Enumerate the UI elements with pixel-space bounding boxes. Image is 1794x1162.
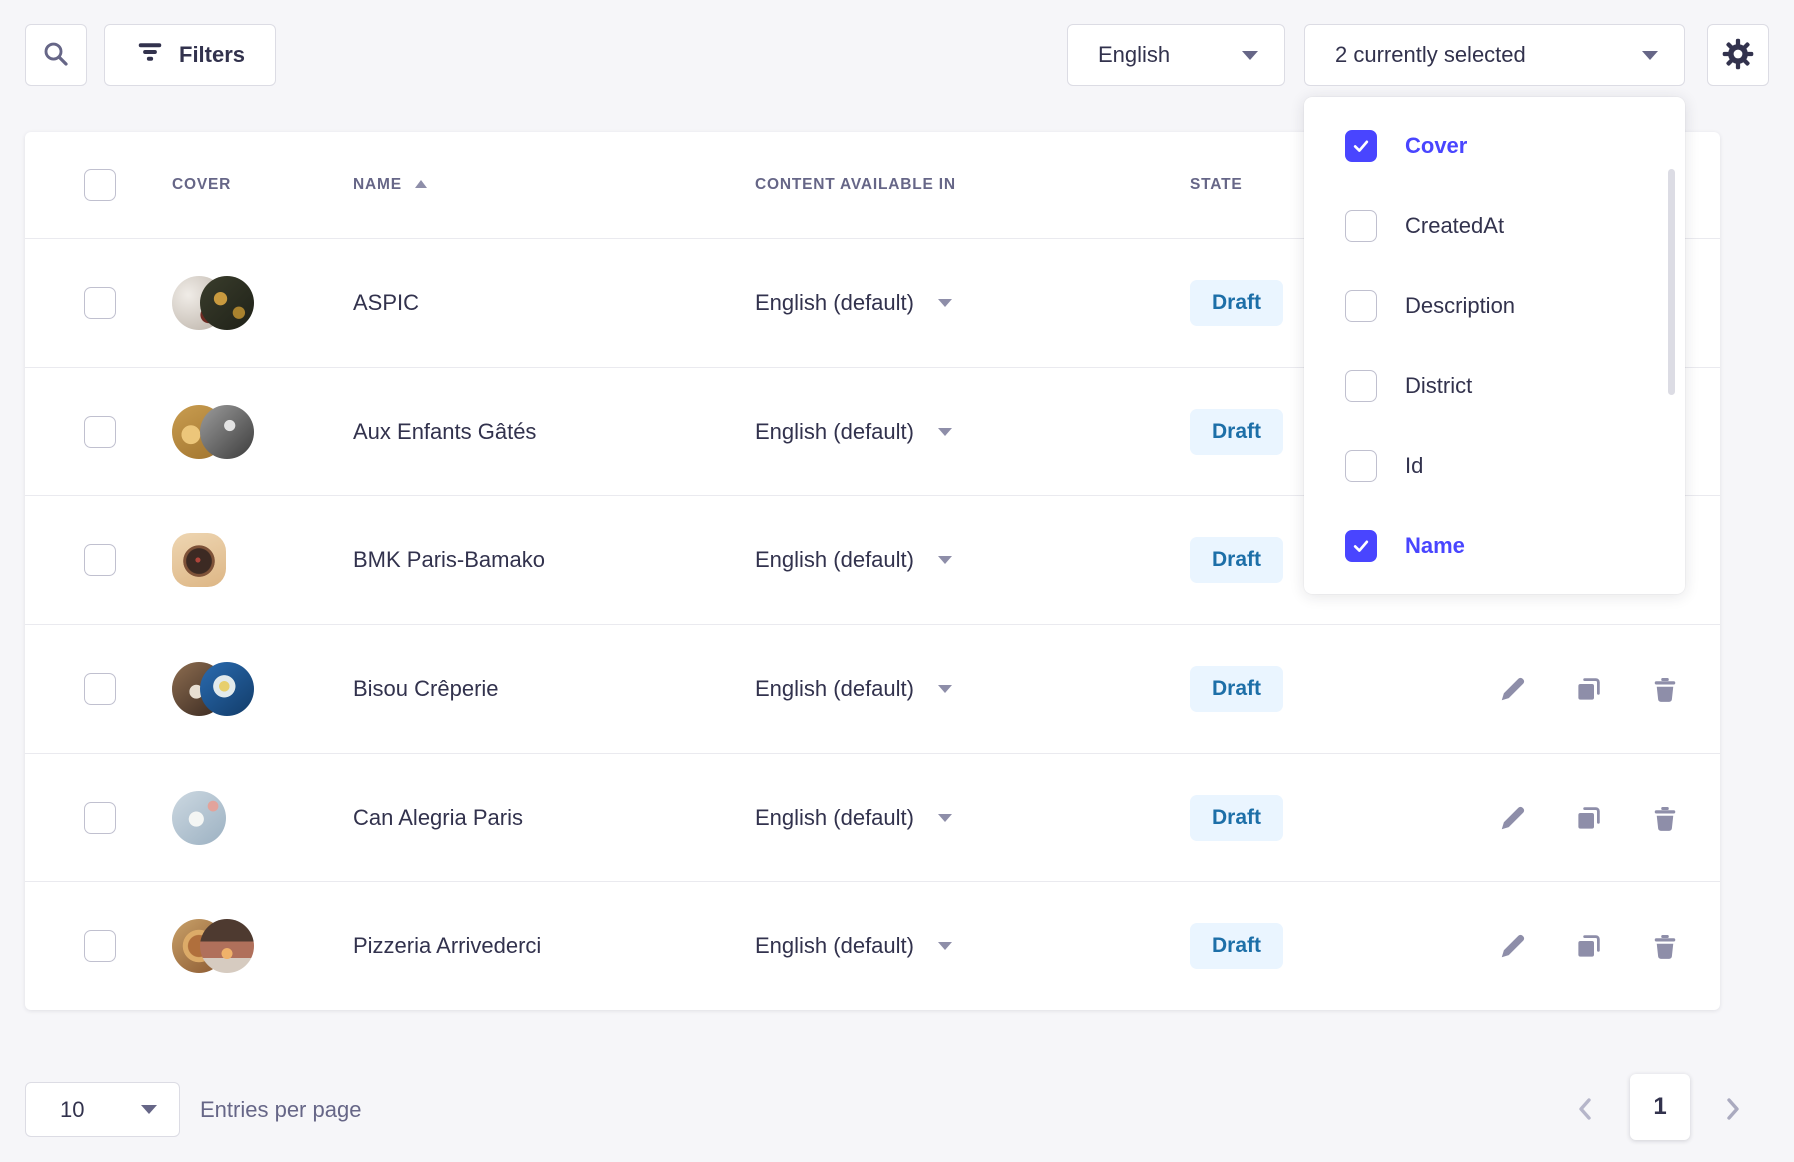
row-locale-select[interactable]: English (default) <box>755 419 952 445</box>
locale-select-value: English <box>1098 42 1171 67</box>
chevron-down-icon <box>937 556 952 565</box>
page-size-value: 10 <box>60 1096 85 1122</box>
entry-name: Can Alegria Paris <box>353 804 523 830</box>
column-header-content-available-in: CONTENT AVAILABLE IN <box>755 176 956 193</box>
chevron-down-icon <box>937 684 952 693</box>
entry-name: BMK Paris-Bamako <box>353 547 545 573</box>
filter-icon <box>135 37 165 73</box>
table-row: Bisou Crêperie English (default) Draft <box>25 625 1720 754</box>
chevron-left-icon <box>1574 1094 1596 1127</box>
row-checkbox[interactable] <box>84 286 116 319</box>
table-row: ASPIC English (default) Draft <box>25 239 1720 368</box>
dropdown-scrollbar[interactable] <box>1668 169 1675 395</box>
dropdown-option-cover[interactable]: Cover <box>1304 106 1685 186</box>
row-checkbox[interactable] <box>84 544 116 577</box>
dropdown-option-id[interactable]: Id <box>1304 426 1685 506</box>
filters-button[interactable]: Filters <box>104 24 277 86</box>
cover-avatar <box>172 919 254 974</box>
column-header-cover: COVER <box>172 176 232 193</box>
row-locale-select[interactable]: English (default) <box>755 933 952 959</box>
chevron-down-icon <box>937 813 952 822</box>
status-badge: Draft <box>1190 665 1284 712</box>
status-badge: Draft <box>1190 408 1284 455</box>
chevron-right-icon <box>1722 1094 1744 1127</box>
delete-button[interactable] <box>1639 792 1691 844</box>
table-row: Pizzeria Arrivederci English (default) D… <box>25 882 1720 1010</box>
cover-avatar <box>172 661 254 716</box>
checkbox[interactable] <box>1345 450 1377 482</box>
previous-page-button[interactable] <box>1560 1078 1610 1142</box>
dropdown-option-createdat[interactable]: CreatedAt <box>1304 186 1685 266</box>
entries-per-page-label: Entries per page <box>200 1096 362 1122</box>
duplicate-button[interactable] <box>1563 792 1615 844</box>
filters-label: Filters <box>179 42 246 67</box>
table-row: BMK Paris-Bamako English (default) Draft <box>25 496 1720 626</box>
row-locale-select[interactable]: English (default) <box>755 676 952 702</box>
search-icon <box>41 39 71 72</box>
table-header-row: COVER NAME CONTENT AVAILABLE IN STATE <box>25 132 1720 239</box>
column-header-state: STATE <box>1190 176 1243 193</box>
status-badge: Draft <box>1190 794 1284 841</box>
settings-button[interactable] <box>1707 24 1769 86</box>
entry-name: ASPIC <box>353 289 420 315</box>
row-locale-select[interactable]: English (default) <box>755 805 952 831</box>
cover-avatar <box>172 275 254 330</box>
edit-button[interactable] <box>1487 663 1539 715</box>
chevron-down-icon <box>141 1105 157 1114</box>
delete-button[interactable] <box>1639 920 1691 972</box>
duplicate-button[interactable] <box>1563 663 1615 715</box>
row-actions <box>1487 792 1691 844</box>
field-visibility-dropdown: Cover CreatedAt Description District Id … <box>1304 97 1685 594</box>
chevron-down-icon <box>937 298 952 307</box>
chevron-down-icon <box>937 942 952 951</box>
row-checkbox[interactable] <box>84 415 116 448</box>
row-checkbox[interactable] <box>84 801 116 834</box>
chevron-down-icon <box>937 427 952 436</box>
cover-avatar <box>172 404 254 459</box>
select-all-checkbox[interactable] <box>84 169 116 201</box>
sort-ascending-icon <box>414 176 428 194</box>
row-locale-select[interactable]: English (default) <box>755 290 952 316</box>
edit-button[interactable] <box>1487 792 1539 844</box>
table-row: Can Alegria Paris English (default) Draf… <box>25 754 1720 883</box>
field-visibility-value: 2 currently selected <box>1335 42 1526 67</box>
dropdown-option-description[interactable]: Description <box>1304 266 1685 346</box>
next-page-button[interactable] <box>1708 1078 1758 1142</box>
status-badge: Draft <box>1190 923 1284 970</box>
entry-name: Aux Enfants Gâtés <box>353 418 537 444</box>
field-visibility-select[interactable]: 2 currently selected <box>1304 24 1685 86</box>
checkbox[interactable] <box>1345 530 1377 562</box>
gear-icon <box>1721 37 1755 74</box>
checkbox[interactable] <box>1345 370 1377 402</box>
row-actions <box>1487 663 1691 715</box>
row-checkbox[interactable] <box>84 672 116 705</box>
delete-button[interactable] <box>1639 663 1691 715</box>
search-button[interactable] <box>25 24 87 86</box>
edit-button[interactable] <box>1487 920 1539 972</box>
checkbox[interactable] <box>1345 290 1377 322</box>
dropdown-option-district[interactable]: District <box>1304 346 1685 426</box>
checkbox[interactable] <box>1345 130 1377 162</box>
chevron-down-icon <box>1642 50 1658 60</box>
entry-name: Bisou Crêperie <box>353 675 499 701</box>
row-locale-select[interactable]: English (default) <box>755 547 952 573</box>
status-badge: Draft <box>1190 537 1284 584</box>
checkbox[interactable] <box>1345 210 1377 242</box>
row-checkbox[interactable] <box>84 930 116 963</box>
cover-avatar <box>172 790 226 845</box>
entry-name: Pizzeria Arrivederci <box>353 933 542 959</box>
duplicate-button[interactable] <box>1563 920 1615 972</box>
page-number-button[interactable]: 1 <box>1630 1074 1690 1140</box>
cover-avatar <box>172 533 226 588</box>
status-badge: Draft <box>1190 279 1284 326</box>
page-size-select[interactable]: 10 <box>25 1082 180 1137</box>
locale-select[interactable]: English <box>1067 24 1285 86</box>
row-actions <box>1487 920 1691 972</box>
chevron-down-icon <box>1242 50 1258 60</box>
dropdown-option-name[interactable]: Name <box>1304 506 1685 586</box>
column-header-name[interactable]: NAME <box>353 132 428 238</box>
